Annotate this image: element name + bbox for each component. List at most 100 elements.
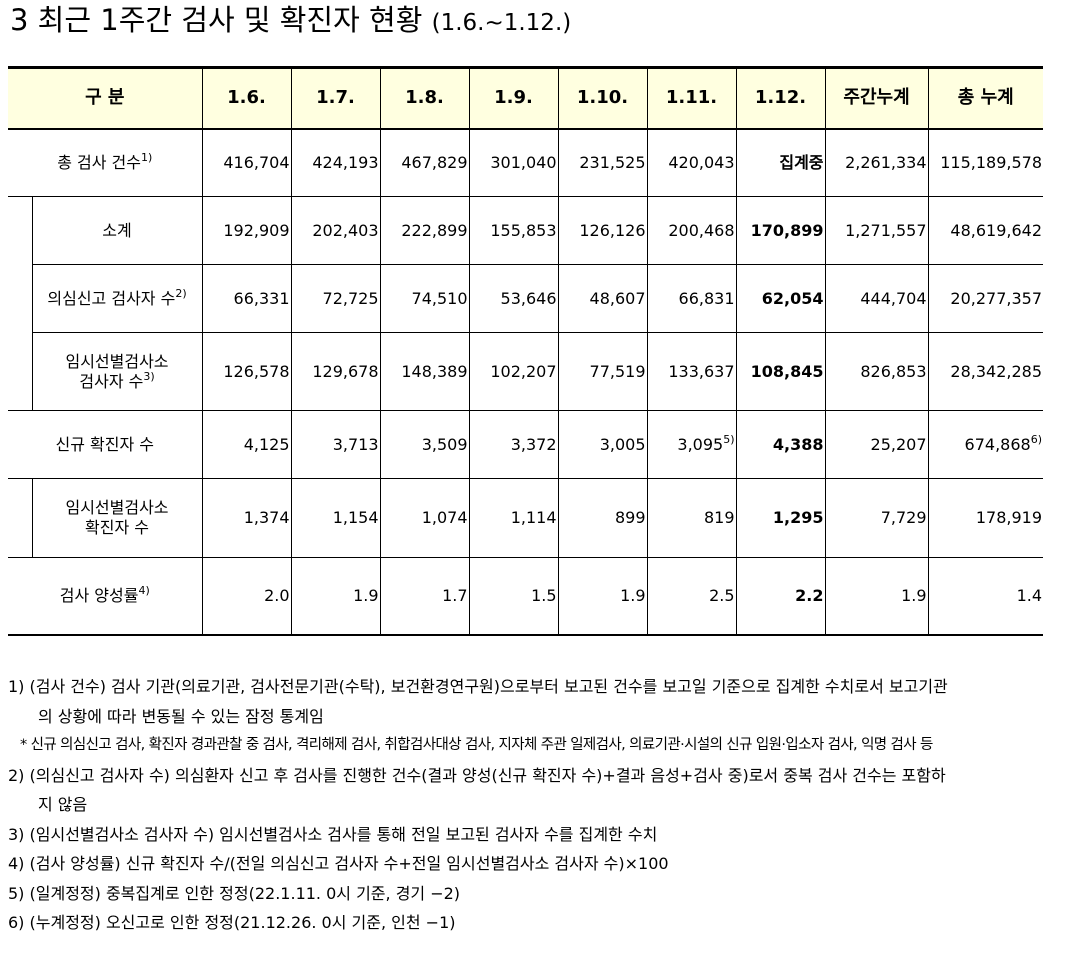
page-title: 3 최근 1주간 검사 및 확진자 현황 (1.6.~1.12.)	[10, 2, 571, 41]
footnote: 2) (의심신고 검사자 수) 의심환자 신고 후 검사를 진행한 건수(결과 …	[8, 765, 946, 785]
table-row: 소계 192,909 202,403 222,899 155,853 126,1…	[8, 196, 1044, 265]
table-cell: 222,899	[380, 196, 470, 265]
table-cell: 155,853	[469, 196, 559, 265]
table-cell: 826,853	[825, 332, 929, 411]
table-cell: 200,468	[647, 196, 737, 265]
table-cell: 1,295	[736, 478, 826, 558]
row-label: 총 검사 건수1)	[8, 128, 203, 197]
row-label: 의심신고 검사자 수2)	[32, 264, 203, 333]
table-cell: 1.9	[558, 557, 648, 636]
table-cell: 819	[647, 478, 737, 558]
table-cell: 133,637	[647, 332, 737, 411]
table-cell: 899	[558, 478, 648, 558]
header-weekly-total: 주간누계	[825, 66, 929, 130]
table-cell: 1.9	[825, 557, 929, 636]
table-cell: 3,713	[291, 410, 381, 479]
table-cell: 77,519	[558, 332, 648, 411]
table-cell: 3,005	[558, 410, 648, 479]
table-cell: 2.0	[202, 557, 292, 636]
indent-spacer	[8, 332, 33, 411]
table-row: 임시선별검사소 검사자 수3) 126,578 129,678 148,389 1…	[8, 332, 1044, 411]
table-cell: 62,054	[736, 264, 826, 333]
table-cell: 2.5	[647, 557, 737, 636]
table-cell: 4,125	[202, 410, 292, 479]
row-label: 임시선별검사소 확진자 수	[32, 478, 203, 558]
table-cell: 66,831	[647, 264, 737, 333]
table-cell: 467,829	[380, 128, 470, 197]
header-date: 1.9.	[469, 66, 559, 130]
row-label: 소계	[32, 196, 203, 265]
table-cell: 7,729	[825, 478, 929, 558]
footnote: 3) (임시선별검사소 검사자 수) 임시선별검사소 검사를 통해 전일 보고된…	[8, 824, 658, 844]
table-row: 의심신고 검사자 수2) 66,331 72,725 74,510 53,646…	[8, 264, 1044, 333]
table-cell: 20,277,357	[928, 264, 1044, 333]
stats-table: 구 분 1.6. 1.7. 1.8. 1.9. 1.10. 1.11. 1.12…	[8, 66, 1044, 636]
table-cell: 1,271,557	[825, 196, 929, 265]
table-cell: 416,704	[202, 128, 292, 197]
header-grand-total: 총 누계	[928, 66, 1044, 130]
table-row: 임시선별검사소 확진자 수 1,374 1,154 1,074 1,114 899…	[8, 478, 1044, 558]
header-date: 1.10.	[558, 66, 648, 130]
header-date: 1.11.	[647, 66, 737, 130]
table-cell: 202,403	[291, 196, 381, 265]
table-cell: 126,126	[558, 196, 648, 265]
header-date: 1.7.	[291, 66, 381, 130]
table-cell: 102,207	[469, 332, 559, 411]
table-cell: 148,389	[380, 332, 470, 411]
table-cell: 444,704	[825, 264, 929, 333]
table-cell: 4,388	[736, 410, 826, 479]
table-cell: 48,619,642	[928, 196, 1044, 265]
table-cell: 126,578	[202, 332, 292, 411]
header-date: 1.12.	[736, 66, 826, 130]
title-main: 3 최근 1주간 검사 및 확진자 현황	[10, 3, 423, 37]
table-cell: 170,899	[736, 196, 826, 265]
footnote: 6) (누계정정) 오신고로 인한 정정(21.12.26. 0시 기준, 인천…	[8, 913, 456, 932]
table-cell: 129,678	[291, 332, 381, 411]
table-cell: 48,607	[558, 264, 648, 333]
row-label: 임시선별검사소 검사자 수3)	[32, 332, 203, 411]
table-cell: 674,8686)	[928, 410, 1044, 479]
header-date: 1.6.	[202, 66, 292, 130]
footnote: 4) (검사 양성률) 신규 확진자 수/(전일 의심신고 검사자 수+전일 임…	[8, 854, 669, 873]
footnotes: 1) (검사 건수) 검사 기관(의료기관, 검사전문기관(수탁), 보건환경연…	[8, 672, 1078, 938]
table-cell: 28,342,285	[928, 332, 1044, 411]
footnote-continuation: 지 않음	[38, 795, 88, 814]
table-cell: 66,331	[202, 264, 292, 333]
footnote-detail: * 신규 의심신고 검사, 확진자 경과관찰 중 검사, 격리해제 검사, 취합…	[20, 737, 933, 753]
header-date: 1.8.	[380, 66, 470, 130]
table-cell: 1.4	[928, 557, 1044, 636]
table-cell: 420,043	[647, 128, 737, 197]
table-cell: 178,919	[928, 478, 1044, 558]
table-cell: 108,845	[736, 332, 826, 411]
table-cell: 424,193	[291, 128, 381, 197]
row-label: 검사 양성률4)	[8, 557, 203, 636]
table-cell: 1,374	[202, 478, 292, 558]
table-cell: 72,725	[291, 264, 381, 333]
table-row: 총 검사 건수1) 416,704 424,193 467,829 301,04…	[8, 128, 1044, 197]
table-cell: 1.7	[380, 557, 470, 636]
table-cell: 231,525	[558, 128, 648, 197]
footnote-continuation: 의 상황에 따라 변동될 수 있는 잠정 통계임	[38, 706, 324, 726]
table-cell: 192,909	[202, 196, 292, 265]
table-cell: 1.9	[291, 557, 381, 636]
table-cell: 115,189,578	[928, 128, 1044, 197]
table-cell: 3,372	[469, 410, 559, 479]
table-cell: 1,154	[291, 478, 381, 558]
table-cell: 74,510	[380, 264, 470, 333]
table-cell: 2.2	[736, 557, 826, 636]
table-cell: 1,074	[380, 478, 470, 558]
row-label: 신규 확진자 수	[8, 410, 203, 479]
table-cell: 2,261,334	[825, 128, 929, 197]
table-cell: 25,207	[825, 410, 929, 479]
table-cell: 집계중	[736, 128, 826, 197]
table-cell: 1.5	[469, 557, 559, 636]
footnote: 1) (검사 건수) 검사 기관(의료기관, 검사전문기관(수탁), 보건환경연…	[8, 677, 948, 696]
title-period: (1.6.~1.12.)	[431, 10, 572, 36]
indent-spacer	[8, 478, 33, 558]
table-cell: 3,509	[380, 410, 470, 479]
table-cell: 53,646	[469, 264, 559, 333]
table-cell: 301,040	[469, 128, 559, 197]
table-cell: 1,114	[469, 478, 559, 558]
footnote: 5) (일계정정) 중복집계로 인한 정정(22.1.11. 0시 기준, 경기…	[8, 883, 461, 903]
indent-spacer	[8, 196, 33, 265]
